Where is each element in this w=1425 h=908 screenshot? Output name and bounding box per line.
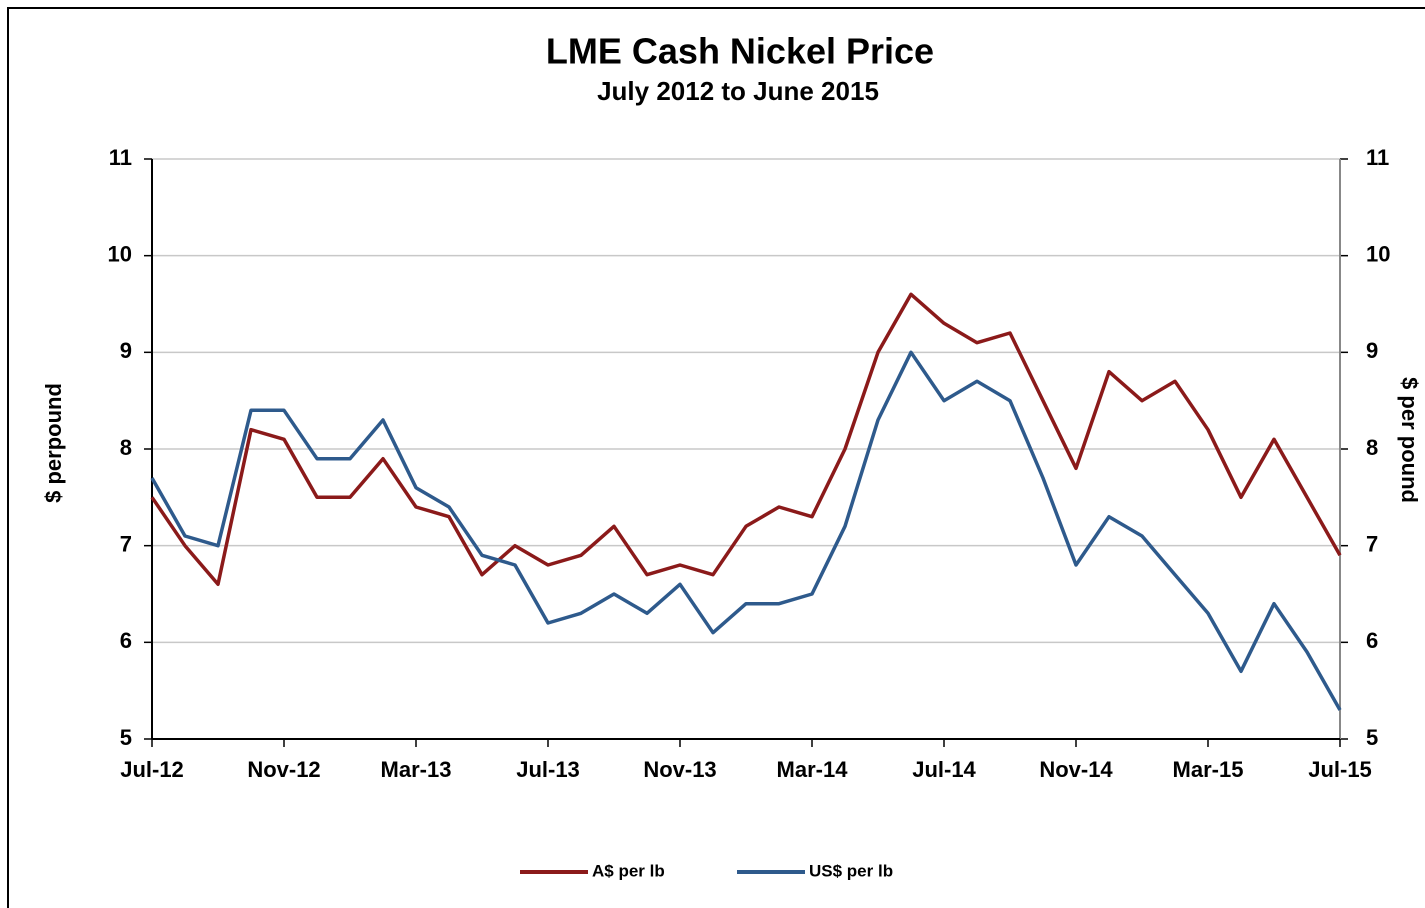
y-tick-label: 7: [120, 531, 132, 556]
x-tick-label: Nov-13: [643, 757, 716, 782]
y-tick-label: 9: [120, 338, 132, 363]
y-tick-label: 8: [120, 435, 132, 460]
x-tick-label: Nov-12: [247, 757, 320, 782]
x-tick-label: Jul-15: [1308, 757, 1372, 782]
y-tick-label: 11: [109, 145, 132, 170]
x-tick-label: Jul-14: [912, 757, 976, 782]
legend-label: US$ per lb: [809, 861, 893, 880]
y-tick-label: 6: [120, 628, 132, 653]
y2-tick-label: 9: [1366, 338, 1378, 363]
legend-label: A$ per lb: [592, 861, 665, 880]
y2-axis-label: $ per pound: [1397, 377, 1422, 503]
y-axis-label: $ perpound: [41, 383, 66, 503]
y2-tick-label: 10: [1366, 241, 1390, 266]
line-series: [150, 350, 1342, 711]
y2-tick-label: 6: [1366, 628, 1378, 653]
x-tick-label: Jul-13: [516, 757, 580, 782]
frame: [7, 7, 1425, 908]
chart-subtitle: July 2012 to June 2015: [597, 76, 879, 106]
y-tick-label: 5: [120, 725, 132, 750]
x-tick-label: Mar-13: [381, 757, 452, 782]
x-tick-label: Mar-14: [777, 757, 849, 782]
y2-tick-label: 7: [1366, 531, 1378, 556]
x-tick-label: Mar-15: [1173, 757, 1244, 782]
chart-title: LME Cash Nickel Price: [546, 31, 934, 72]
x-tick-label: Nov-14: [1039, 757, 1113, 782]
y2-tick-label: 5: [1366, 725, 1378, 750]
x-tick-label: Jul-12: [120, 757, 184, 782]
y-tick-label: 10: [108, 241, 132, 266]
y2-tick-label: 8: [1366, 435, 1378, 460]
y2-tick-label: 11: [1366, 145, 1389, 170]
line-series: [150, 292, 1342, 587]
